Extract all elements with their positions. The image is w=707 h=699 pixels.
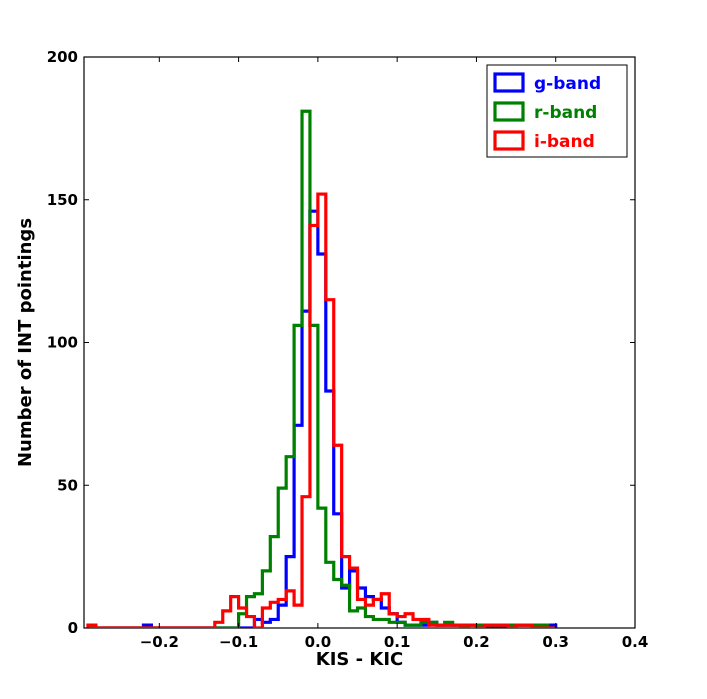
legend: g-band r-band i-band xyxy=(486,64,628,158)
y-axis-title: Number of INT pointings xyxy=(15,218,36,467)
x-tick-label: 0.1 xyxy=(384,633,411,651)
x-axis-title: KIS - KIC xyxy=(316,649,403,670)
i-band-legend-label: i-band xyxy=(534,132,595,152)
x-tick-label: 0.4 xyxy=(622,633,649,651)
legend-box xyxy=(486,64,628,158)
y-tick-label: 100 xyxy=(47,334,78,352)
tick-layer: −0.2 −0.1 0.0 0.1 0.2 0.3 0.4 0 50 100 150 200 xyxy=(47,48,649,651)
x-tick-label: 0.3 xyxy=(542,633,569,651)
y-tick-label: 200 xyxy=(47,48,78,66)
y-tick-label: 150 xyxy=(47,191,78,209)
x-tick-label: 0.0 xyxy=(305,633,332,651)
r-band-legend-label: r-band xyxy=(534,103,597,123)
r-band-histogram-line xyxy=(87,109,556,628)
i-band-legend-swatch xyxy=(493,130,525,151)
r-band-legend-swatch xyxy=(493,101,525,122)
y-tick-label: 0 xyxy=(68,619,78,637)
i-band-histogram-line xyxy=(86,192,556,628)
series-layer xyxy=(86,109,558,628)
x-tick-label: 0.2 xyxy=(463,633,490,651)
y-tick-label: 50 xyxy=(57,476,78,494)
x-tick-label: −0.2 xyxy=(140,633,179,651)
g-band-legend-swatch xyxy=(493,72,525,93)
g-band-legend-label: g-band xyxy=(534,74,601,94)
x-tick-label: −0.1 xyxy=(219,633,258,651)
